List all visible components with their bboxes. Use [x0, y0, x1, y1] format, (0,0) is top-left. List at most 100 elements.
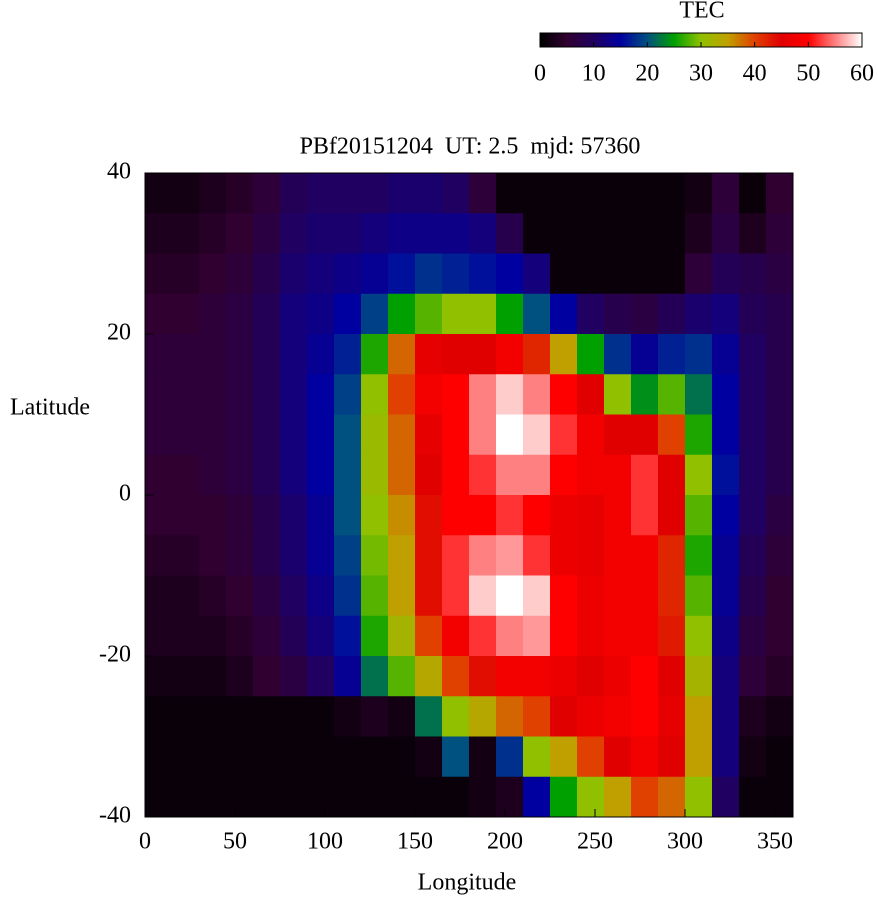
heatmap-cell [550, 454, 578, 496]
heatmap-cell [550, 736, 578, 778]
heatmap-cell [388, 575, 416, 617]
heatmap-cell [469, 615, 497, 657]
heatmap-cell [577, 253, 605, 295]
heatmap-cell [307, 414, 335, 456]
heatmap-cell [253, 696, 281, 737]
heatmap-cell [145, 374, 173, 415]
heatmap-cell [442, 615, 470, 657]
heatmap-cell [550, 696, 578, 737]
heatmap-cell [334, 173, 362, 214]
heatmap-cell [361, 495, 389, 536]
heatmap-cell [307, 615, 335, 657]
heatmap-cell [631, 495, 659, 536]
heatmap-cell [604, 414, 632, 456]
heatmap-cell [388, 736, 416, 778]
heatmap-cell [307, 253, 335, 295]
y-tick-label: 40 [107, 159, 131, 185]
heatmap-cell [766, 293, 794, 335]
heatmap-cell [307, 213, 335, 254]
heatmap-cell [334, 615, 362, 657]
heatmap-cell [361, 293, 389, 335]
heatmap-cell [307, 334, 335, 375]
heatmap-cell [199, 253, 227, 295]
heatmap-cell [550, 575, 578, 617]
heatmap-cell [415, 696, 443, 737]
colorbar-tick-label: 60 [850, 61, 874, 87]
heatmap-cell [334, 656, 362, 697]
heatmap-cell [604, 575, 632, 617]
heatmap-cell [199, 293, 227, 335]
heatmap-cell [766, 615, 794, 657]
heatmap-cell [388, 334, 416, 375]
heatmap-cell [604, 615, 632, 657]
heatmap-cell [604, 656, 632, 697]
heatmap-cell [604, 454, 632, 496]
heatmap-cell [577, 454, 605, 496]
heatmap-cell [712, 454, 740, 496]
heatmap-cell [577, 615, 605, 657]
heatmap-cell [739, 776, 767, 818]
heatmap-cell [226, 293, 254, 335]
heatmap-cell [631, 213, 659, 254]
heatmap-cell [523, 253, 551, 295]
heatmap-cell [388, 615, 416, 657]
heatmap-cell [712, 213, 740, 254]
heatmap-cell [685, 454, 713, 496]
heatmap-cell [631, 736, 659, 778]
heatmap-cell [199, 173, 227, 214]
heatmap-cell [658, 696, 686, 737]
heatmap-cell [199, 656, 227, 697]
heatmap-cell [253, 374, 281, 415]
heatmap-cell [361, 374, 389, 415]
heatmap-cell [388, 414, 416, 456]
x-tick-label: 350 [757, 829, 793, 855]
heatmap-cell [307, 495, 335, 536]
heatmap-cell [280, 575, 308, 617]
heatmap-cell [766, 575, 794, 617]
heatmap-cell [361, 173, 389, 214]
heatmap-cell [685, 213, 713, 254]
heatmap-cell [550, 656, 578, 697]
heatmap-cell [172, 454, 200, 496]
heatmap-cell [145, 334, 173, 375]
heatmap-cell [280, 213, 308, 254]
heatmap-cell [361, 575, 389, 617]
heatmap-cell [199, 495, 227, 536]
heatmap-cell [442, 535, 470, 576]
heatmap-cell [685, 334, 713, 375]
heatmap-cell [631, 454, 659, 496]
heatmap-cell [739, 374, 767, 415]
heatmap-cell [631, 374, 659, 415]
heatmap-cell [361, 736, 389, 778]
heatmap-cell [631, 656, 659, 697]
heatmap-cell [334, 293, 362, 335]
heatmap-cell [469, 454, 497, 496]
heatmap-cell [442, 213, 470, 254]
heatmap-cell [226, 173, 254, 214]
heatmap-cell [361, 213, 389, 254]
heatmap-cell [253, 173, 281, 214]
heatmap-cell [739, 253, 767, 295]
heatmap-cell [577, 334, 605, 375]
heatmap-cell [361, 615, 389, 657]
colorbar-tick-label: 20 [635, 61, 659, 87]
heatmap-cell [550, 374, 578, 415]
heatmap-cell [361, 253, 389, 295]
heatmap-cell [631, 414, 659, 456]
chart-title: PBf20151204 UT: 2.5 mjd: 57360 [300, 134, 641, 160]
heatmap-cell [226, 334, 254, 375]
heatmap-cell [523, 454, 551, 496]
heatmap-cell [577, 776, 605, 818]
heatmap-cell [388, 293, 416, 335]
heatmap-cell [739, 495, 767, 536]
heatmap-cell [658, 656, 686, 697]
heatmap-cell [307, 173, 335, 214]
heatmap-cell [388, 495, 416, 536]
heatmap-cell [442, 334, 470, 375]
heatmap-cell [604, 173, 632, 214]
heatmap-cell [415, 173, 443, 214]
heatmap-cell [739, 656, 767, 697]
heatmap-cell [604, 495, 632, 536]
heatmap-cell [523, 656, 551, 697]
heatmap-cell [199, 334, 227, 375]
